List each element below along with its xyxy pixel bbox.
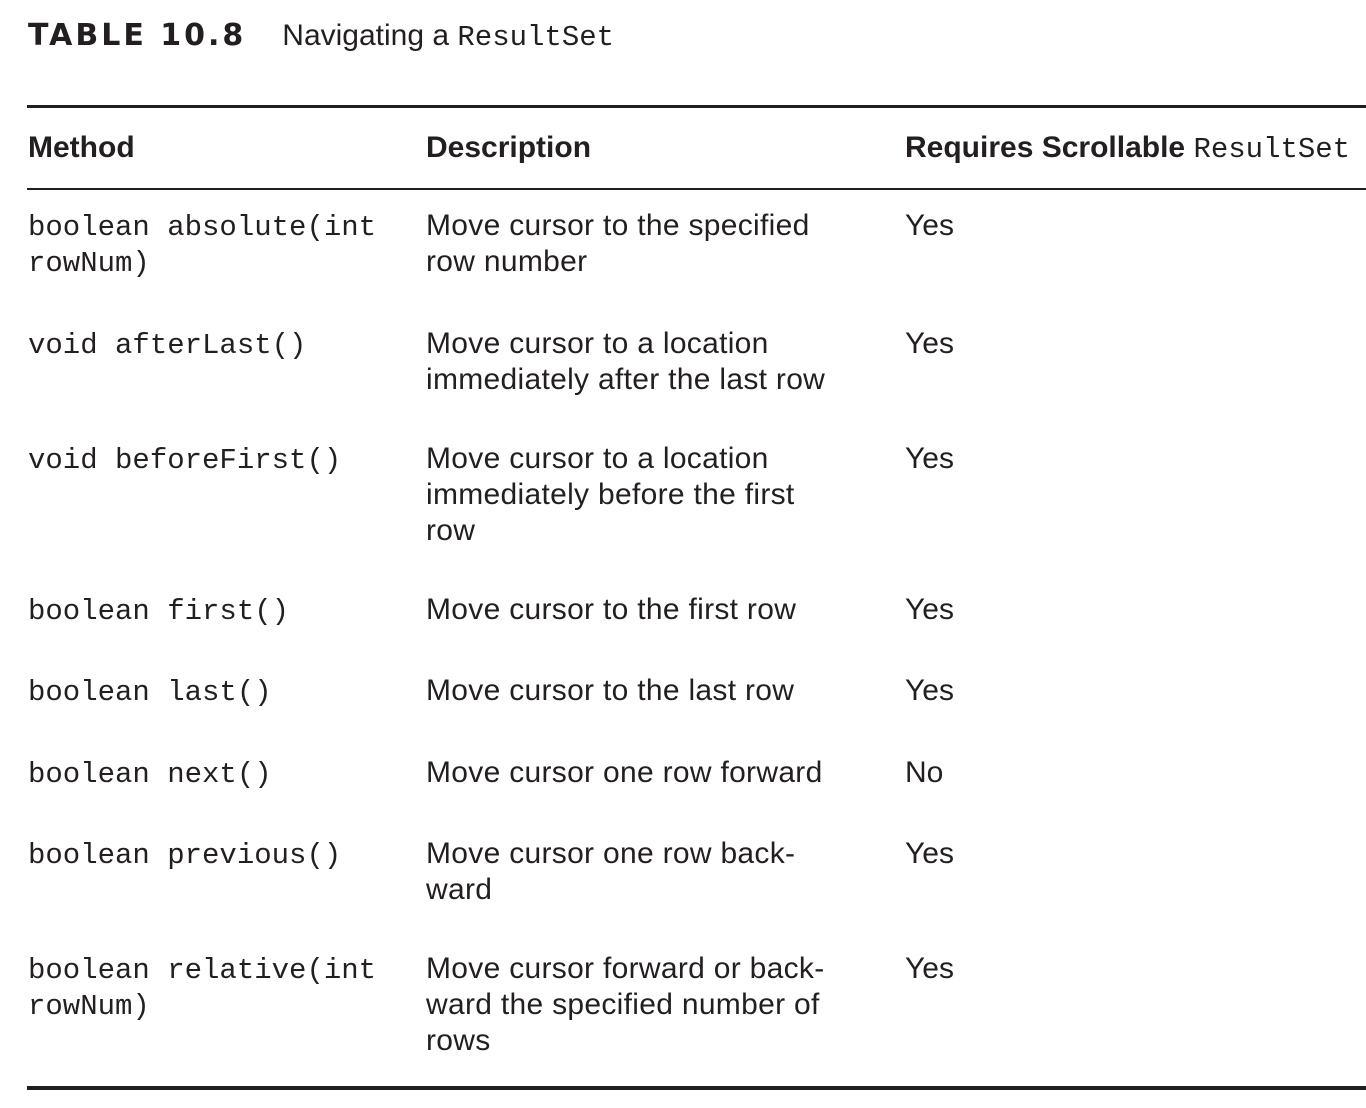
description-cell: Move cursor to a location immediately bef… xyxy=(426,441,886,549)
header-requires-text: Requires Scrollable xyxy=(905,131,1194,164)
description-cell-line: ward the specified number of xyxy=(426,988,820,1021)
table-title-text: Navigating a xyxy=(282,19,458,52)
header-method: Method xyxy=(28,131,135,164)
description-cell-line: Move cursor forward or back- xyxy=(426,952,825,985)
description-cell: Move cursor to the specified row number xyxy=(426,208,886,280)
description-cell: Move cursor to a location immediately aft… xyxy=(426,326,886,398)
method-cell-line: boolean absolute(int xyxy=(28,211,377,244)
table-bottom-rule xyxy=(27,1086,1366,1090)
description-cell-line: row number xyxy=(426,245,588,278)
description-cell-line: immediately after the last row xyxy=(426,363,826,396)
description-cell-line: rows xyxy=(426,1024,491,1057)
header-requires-scrollable: Requires Scrollable ResultSet xyxy=(905,128,1350,170)
requires-scrollable-cell: No xyxy=(905,755,1105,791)
method-cell-line: rowNum) xyxy=(28,247,150,280)
table-header-row: Method Description Requires Scrollable R… xyxy=(0,128,1366,168)
method-cell: boolean last() xyxy=(28,675,398,711)
method-cell-line: boolean last() xyxy=(28,676,272,709)
requires-scrollable-cell-line: Yes xyxy=(905,442,954,475)
description-cell-line: row xyxy=(426,514,476,547)
table-title-code: ResultSet xyxy=(457,21,615,54)
requires-scrollable-cell: Yes xyxy=(905,326,1105,362)
method-cell: void afterLast() xyxy=(28,328,398,364)
header-description: Description xyxy=(426,131,592,164)
requires-scrollable-cell-line: No xyxy=(905,756,944,789)
method-cell: void beforeFirst() xyxy=(28,443,398,479)
description-cell: Move cursor forward or back-ward the spe… xyxy=(426,951,886,1059)
requires-scrollable-cell-line: Yes xyxy=(905,837,954,870)
table-top-rule xyxy=(27,105,1366,108)
requires-scrollable-cell-line: Yes xyxy=(905,209,954,242)
description-cell-line: Move cursor to a location xyxy=(426,327,769,360)
requires-scrollable-cell-line: Yes xyxy=(905,674,954,707)
header-requires-code: ResultSet xyxy=(1193,133,1351,166)
method-cell-line: boolean relative(int xyxy=(28,954,377,987)
description-cell-line: Move cursor to a location xyxy=(426,442,769,475)
table-title: Navigating a ResultSet xyxy=(282,19,614,54)
method-cell-line: void afterLast() xyxy=(28,329,307,362)
description-cell: Move cursor to the first row xyxy=(426,592,886,628)
table-number: TABLE 10.8 xyxy=(28,18,247,53)
method-cell-line: boolean first() xyxy=(28,595,290,628)
method-cell-line: rowNum) xyxy=(28,990,150,1023)
description-cell-line: Move cursor one row back- xyxy=(426,837,796,870)
requires-scrollable-cell-line: Yes xyxy=(905,952,954,985)
requires-scrollable-cell-line: Yes xyxy=(905,593,954,626)
requires-scrollable-cell: Yes xyxy=(905,836,1105,872)
requires-scrollable-cell: Yes xyxy=(905,208,1105,244)
method-cell: boolean first() xyxy=(28,594,398,630)
method-cell: boolean previous() xyxy=(28,838,398,874)
description-cell: Move cursor one row forward xyxy=(426,755,886,791)
description-cell-line: Move cursor to the last row xyxy=(426,674,795,707)
requires-scrollable-cell: Yes xyxy=(905,441,1105,477)
method-cell-line: boolean next() xyxy=(28,758,272,791)
requires-scrollable-cell-line: Yes xyxy=(905,327,954,360)
requires-scrollable-cell: Yes xyxy=(905,592,1105,628)
description-cell-line: ward xyxy=(426,873,493,906)
description-cell: Move cursor one row back-ward xyxy=(426,836,886,908)
description-cell-line: Move cursor to the specified xyxy=(426,209,810,242)
table-header-rule xyxy=(27,188,1366,190)
description-cell-line: immediately before the first xyxy=(426,478,795,511)
method-cell: boolean next() xyxy=(28,757,398,793)
description-cell-line: Move cursor one row forward xyxy=(426,756,823,789)
description-cell-line: Move cursor to the first row xyxy=(426,593,797,626)
requires-scrollable-cell: Yes xyxy=(905,673,1105,709)
method-cell-line: boolean previous() xyxy=(28,839,342,872)
table-caption: TABLE 10.8 Navigating a ResultSet xyxy=(28,18,614,58)
description-cell: Move cursor to the last row xyxy=(426,673,886,709)
method-cell: boolean absolute(int rowNum) xyxy=(28,210,398,282)
requires-scrollable-cell: Yes xyxy=(905,951,1105,987)
method-cell: boolean relative(int rowNum) xyxy=(28,953,398,1025)
method-cell-line: void beforeFirst() xyxy=(28,444,342,477)
